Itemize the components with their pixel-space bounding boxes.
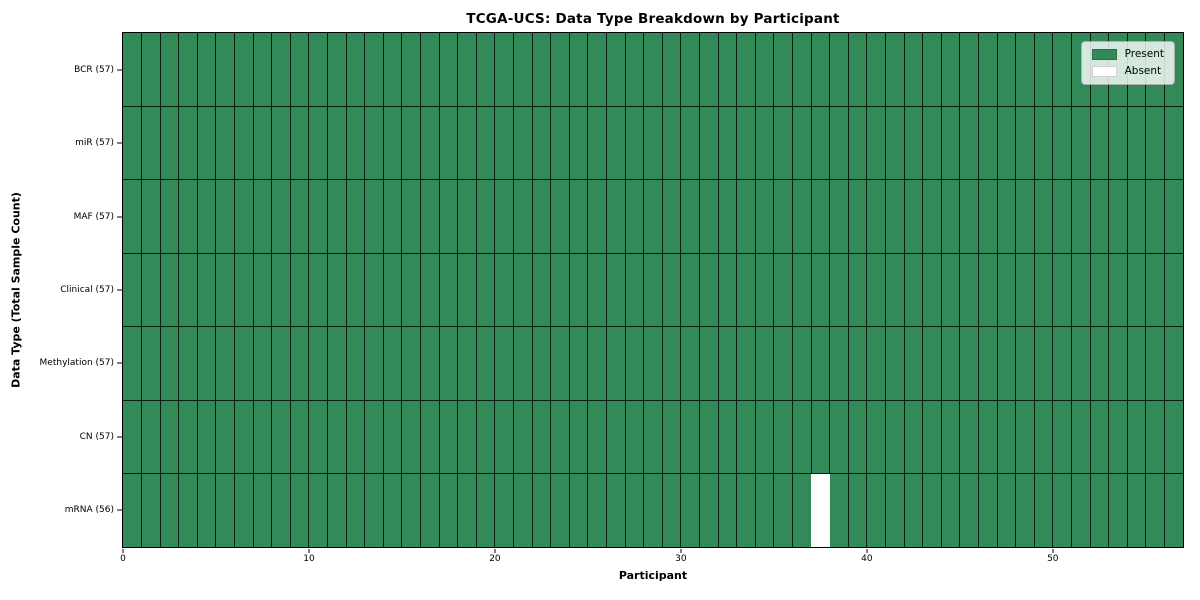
x-tick-marks	[122, 548, 1183, 553]
legend-item-present: Present	[1091, 48, 1164, 61]
x-tick-label: 10	[303, 554, 315, 564]
heatmap-row	[123, 33, 1183, 107]
x-tick-labels: 0 10 20 30 40 50	[120, 554, 1183, 566]
present-swatch-icon	[1091, 49, 1117, 60]
x-tick-label: 0	[120, 554, 126, 564]
y-tick-label: miR (57)	[75, 138, 114, 149]
x-tick-mark	[866, 548, 868, 553]
y-tick-label: mRNA (56)	[64, 505, 114, 516]
heatmap-row	[123, 326, 1183, 401]
absent-cell	[811, 473, 830, 547]
x-tick-mark	[308, 548, 310, 553]
x-tick-label: 20	[489, 554, 501, 564]
heatmap-row	[123, 106, 1183, 180]
y-tick-mark	[117, 436, 122, 438]
y-tick-mark	[117, 216, 122, 218]
legend-label-present: Present	[1124, 48, 1164, 61]
x-tick-mark	[680, 548, 682, 553]
chart-title: TCGA-UCS: Data Type Breakdown by Partici…	[466, 11, 840, 27]
y-tick-label: CN (57)	[79, 431, 114, 442]
x-tick-mark	[122, 548, 124, 553]
x-tick-mark	[1052, 548, 1054, 553]
x-tick-label: 30	[675, 554, 687, 564]
heatmap-row	[123, 473, 1183, 547]
heatmap-rows	[123, 33, 1183, 547]
absent-cells	[123, 33, 1183, 547]
heatmap-row	[123, 400, 1183, 474]
x-tick-label: 40	[861, 554, 873, 564]
y-tick-mark	[117, 362, 122, 364]
x-tick-label: 50	[1047, 554, 1059, 564]
heatmap-row	[123, 253, 1183, 327]
y-tick-label: BCR (57)	[74, 64, 114, 75]
y-tick-mark	[117, 69, 122, 71]
legend-item-absent: Absent	[1091, 65, 1164, 78]
y-tick-labels: BCR (57) miR (57) MAF (57) Clinical (57) Met…	[0, 33, 114, 547]
plot-area: Present Absent	[122, 32, 1184, 548]
heatmap-row	[123, 179, 1183, 254]
y-tick-mark	[117, 509, 122, 511]
absent-swatch-icon	[1091, 66, 1117, 77]
legend-label-absent: Absent	[1124, 65, 1162, 78]
y-tick-label: MAF (57)	[73, 211, 114, 222]
y-tick-mark	[117, 289, 122, 291]
y-tick-label: Clinical (57)	[60, 285, 114, 295]
x-tick-mark	[494, 548, 496, 553]
x-axis-label: Participant	[618, 569, 688, 582]
y-tick-mark	[117, 142, 122, 144]
legend: Present Absent	[1080, 41, 1175, 85]
y-tick-marks	[117, 33, 122, 547]
y-tick-label: Methylation (57)	[39, 358, 114, 369]
